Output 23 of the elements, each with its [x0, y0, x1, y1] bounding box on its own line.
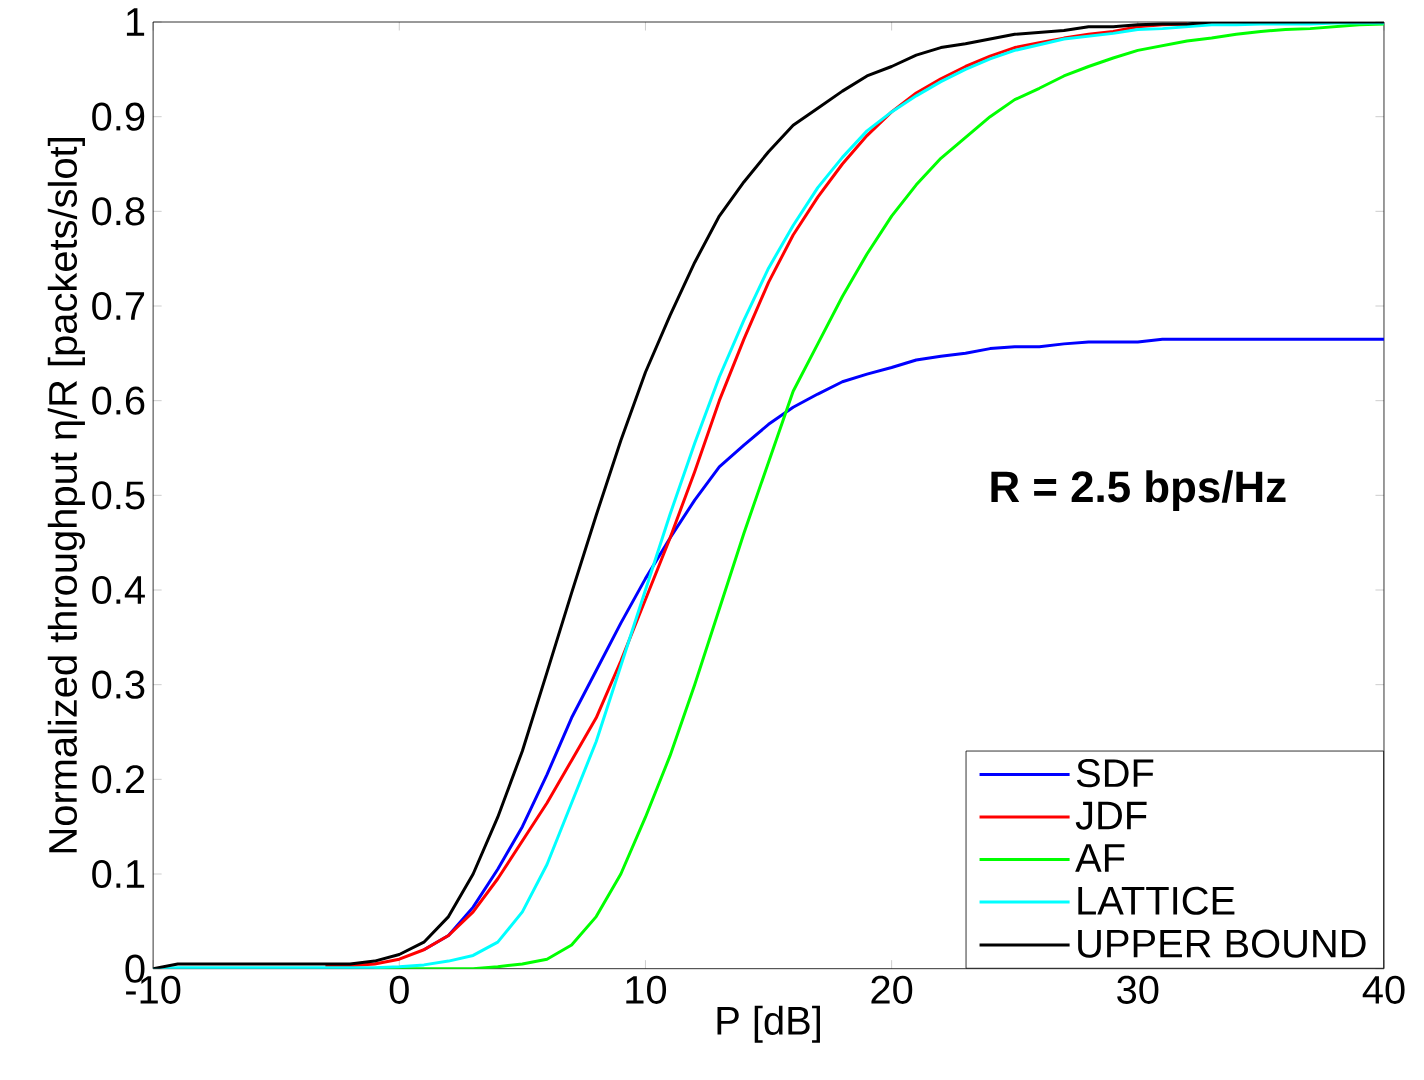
y-tick-label: 0.5	[92, 481, 145, 510]
y-tick-label: 0.4	[92, 576, 145, 605]
x-axis-title: P [dB]	[717, 1005, 820, 1043]
y-axis-title: Normalized throughput η/R [packets/slot]	[47, 138, 85, 853]
legend-label: AF	[1075, 844, 1125, 872]
y-tick-label: 0.3	[92, 670, 145, 699]
annotation: R = 2.5 bps/Hz	[991, 470, 1286, 512]
x-tick-label: 10	[626, 975, 667, 1005]
x-tick-label: 20	[871, 975, 913, 1005]
legend-label: JDF	[1075, 801, 1147, 830]
y-tick-label: 0.7	[92, 292, 145, 321]
y-tick-label: 1	[126, 8, 145, 36]
x-tick-label: 40	[1362, 975, 1405, 1005]
y-tick-label: 0.2	[92, 765, 145, 794]
legend-label: LATTICE	[1078, 886, 1235, 915]
x-tick-label: 0	[389, 975, 409, 1005]
y-tick-label: 0.1	[92, 860, 145, 889]
x-tick-label: 30	[1117, 975, 1159, 1005]
y-tick-label: 0.6	[92, 386, 145, 415]
y-tick-label: 0.8	[92, 197, 145, 226]
legend-label: SDF	[1076, 759, 1154, 788]
legend-label: UPPER BOUND	[1078, 929, 1366, 958]
y-tick-label: 0.9	[92, 102, 145, 131]
